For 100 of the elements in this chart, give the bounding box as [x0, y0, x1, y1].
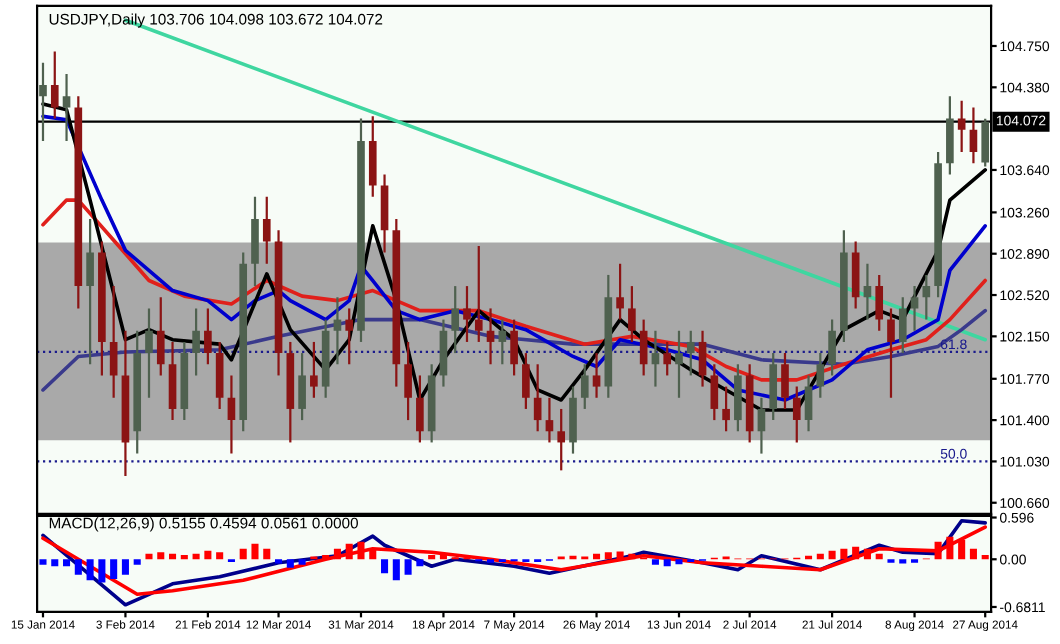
- bar: [934, 541, 942, 560]
- candlestick: [722, 385, 730, 433]
- candlestick: [651, 329, 660, 388]
- candlestick: [463, 284, 471, 344]
- bar: [381, 559, 389, 574]
- candlestick: [828, 318, 836, 377]
- candlestick: [580, 363, 589, 411]
- candlestick: [569, 385, 577, 455]
- candlestick: [145, 307, 153, 399]
- bar: [357, 541, 365, 560]
- candlestick: [675, 329, 683, 399]
- candlestick: [404, 340, 412, 422]
- bar: [958, 539, 966, 560]
- candlestick: [616, 262, 624, 321]
- bar: [251, 543, 259, 560]
- candlestick: [86, 217, 94, 366]
- candlestick: [639, 318, 648, 377]
- candlestick: [380, 173, 389, 254]
- bar: [828, 550, 836, 560]
- candlestick: [769, 351, 778, 422]
- candlestick: [416, 374, 424, 444]
- bar: [404, 559, 412, 575]
- candlestick: [474, 244, 483, 344]
- bar: [345, 543, 353, 560]
- bar: [133, 559, 141, 565]
- candlestick: [298, 351, 306, 422]
- candlestick: [227, 374, 236, 455]
- candlestick: [251, 195, 259, 288]
- candlestick: [156, 296, 165, 377]
- bar: [204, 550, 212, 560]
- bar: [86, 559, 94, 581]
- line-series: [41, 308, 988, 392]
- candlestick: [310, 340, 318, 399]
- bar: [663, 559, 671, 567]
- candlestick: [498, 318, 507, 366]
- bar: [121, 559, 129, 575]
- bar: [239, 548, 247, 560]
- candlestick: [192, 307, 200, 377]
- candlestick: [851, 240, 860, 310]
- bar: [98, 559, 106, 583]
- bar: [263, 548, 271, 560]
- candlestick: [969, 106, 978, 165]
- candlestick: [215, 340, 224, 411]
- line-series: [41, 198, 988, 382]
- candlestick: [981, 117, 990, 168]
- candlestick: [710, 363, 719, 422]
- candlestick: [946, 95, 954, 176]
- bar: [616, 551, 624, 560]
- candlestick: [698, 329, 707, 388]
- candlestick: [804, 374, 813, 433]
- candlestick: [522, 351, 530, 411]
- candlestick: [50, 50, 59, 120]
- candlestick: [792, 385, 801, 444]
- candlestick: [533, 363, 542, 433]
- candlestick: [368, 115, 377, 198]
- candlestick: [816, 351, 825, 399]
- bar: [369, 548, 377, 560]
- bar: [416, 559, 424, 567]
- candlestick: [486, 307, 495, 366]
- candlestick: [781, 351, 789, 411]
- candlestick: [557, 407, 566, 472]
- bar: [392, 559, 400, 581]
- bar: [110, 559, 118, 579]
- candlestick: [204, 307, 212, 366]
- candlestick: [957, 99, 966, 154]
- candlestick: [439, 318, 448, 388]
- candlestick: [62, 72, 71, 143]
- candlestick: [863, 262, 872, 321]
- candlestick: [910, 284, 919, 332]
- candlestick: [887, 307, 895, 399]
- candlestick: [734, 363, 742, 433]
- bar: [946, 536, 954, 560]
- bar: [969, 548, 977, 560]
- candlestick: [757, 396, 766, 455]
- bar: [675, 559, 683, 565]
- candlestick: [628, 284, 636, 344]
- candlestick: [922, 273, 931, 321]
- bar: [157, 552, 165, 560]
- candlestick: [592, 351, 601, 399]
- bar: [145, 553, 153, 560]
- candlestick: [451, 284, 460, 355]
- candlestick: [510, 318, 518, 377]
- bar: [840, 548, 848, 560]
- bar: [651, 559, 659, 565]
- candlestick: [545, 396, 554, 444]
- bar: [852, 546, 860, 560]
- bar: [216, 552, 224, 560]
- candlestick: [333, 296, 342, 366]
- bar: [298, 559, 306, 565]
- candlestick: [345, 307, 354, 366]
- candlestick: [686, 329, 695, 377]
- bar: [39, 559, 47, 565]
- bar: [604, 552, 612, 560]
- bar: [63, 559, 71, 567]
- bar: [286, 559, 294, 568]
- bar: [863, 548, 871, 560]
- bar: [333, 548, 341, 560]
- bar: [74, 559, 82, 575]
- candlestick: [663, 340, 672, 377]
- bar: [51, 559, 59, 567]
